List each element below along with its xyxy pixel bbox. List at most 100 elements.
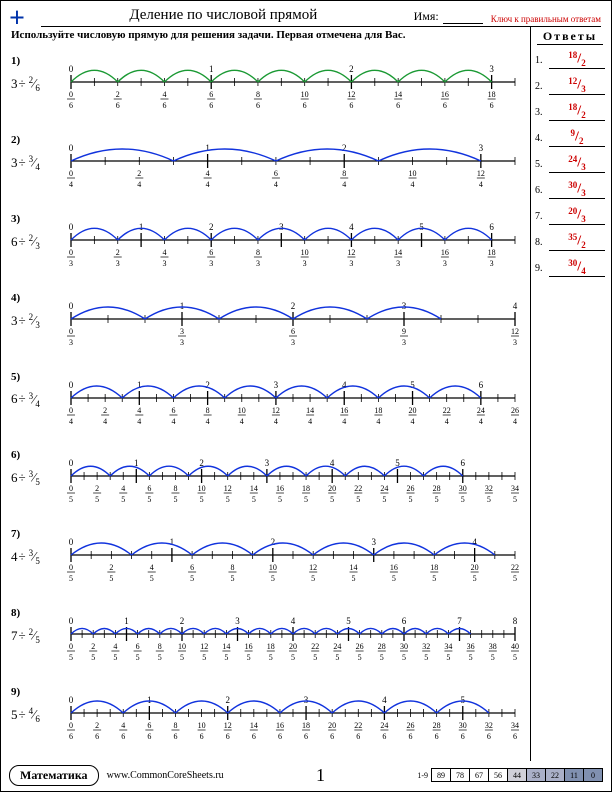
svg-text:22: 22	[311, 642, 319, 651]
svg-text:6: 6	[489, 222, 494, 232]
svg-text:4: 4	[113, 642, 117, 651]
svg-text:3: 3	[265, 458, 270, 468]
problem: 4) 3÷2⁄3 0031332633934123	[11, 284, 527, 363]
score-cell: 22	[545, 768, 565, 782]
svg-text:6: 6	[147, 732, 151, 741]
svg-text:4: 4	[342, 417, 346, 426]
svg-text:8: 8	[206, 406, 210, 415]
svg-text:0: 0	[69, 616, 74, 626]
svg-text:14: 14	[250, 484, 258, 493]
score-cell: 33	[526, 768, 546, 782]
svg-text:8: 8	[173, 721, 177, 730]
svg-text:2: 2	[103, 406, 107, 415]
problem: 2) 3÷3⁄4 00424144642841043124	[11, 126, 527, 205]
svg-text:16: 16	[276, 721, 284, 730]
svg-text:3: 3	[116, 259, 120, 268]
svg-text:5: 5	[358, 653, 362, 662]
fraction: 20/3	[568, 207, 585, 224]
answer-value: 12/3	[549, 77, 605, 96]
svg-text:6: 6	[116, 101, 120, 110]
answer-row: 8. 35/2	[535, 229, 605, 255]
svg-text:5: 5	[419, 222, 424, 232]
svg-text:6: 6	[69, 101, 73, 110]
svg-text:12: 12	[309, 563, 317, 572]
svg-text:5: 5	[424, 653, 428, 662]
svg-text:14: 14	[306, 406, 314, 415]
problem-number: 1)	[11, 55, 20, 67]
svg-text:20: 20	[328, 484, 336, 493]
instruction-text: Используйте числовую прямую для решения …	[11, 29, 406, 41]
svg-text:22: 22	[354, 721, 362, 730]
svg-text:5: 5	[69, 495, 73, 504]
fraction: 30/3	[568, 181, 585, 198]
svg-text:4: 4	[308, 417, 312, 426]
answer-value: 18/2	[549, 103, 605, 122]
problem-expression: 5÷4⁄6	[11, 706, 40, 724]
svg-text:5: 5	[402, 653, 406, 662]
subject-badge: Математика	[9, 765, 99, 786]
svg-text:8: 8	[256, 90, 260, 99]
svg-text:26: 26	[511, 406, 519, 415]
problem-number: 4)	[11, 292, 20, 304]
svg-text:12: 12	[347, 248, 355, 257]
answer-index: 6.	[535, 185, 549, 196]
svg-text:5: 5	[200, 495, 204, 504]
answer-index: 9.	[535, 263, 549, 274]
svg-text:5: 5	[180, 653, 184, 662]
svg-text:5: 5	[113, 653, 117, 662]
score-cell: 0	[583, 768, 603, 782]
svg-text:1: 1	[180, 301, 185, 311]
svg-text:5: 5	[513, 653, 517, 662]
svg-text:22: 22	[511, 563, 519, 572]
svg-text:20: 20	[409, 406, 417, 415]
svg-text:32: 32	[422, 642, 430, 651]
svg-text:16: 16	[441, 90, 449, 99]
svg-text:16: 16	[340, 406, 348, 415]
number-line: 0052545165852105125145316518542052252455…	[63, 607, 523, 667]
svg-text:10: 10	[301, 248, 309, 257]
svg-text:18: 18	[374, 406, 382, 415]
number-line: 00626461668610621261461663186	[63, 55, 523, 115]
svg-text:3: 3	[489, 64, 494, 74]
svg-text:6: 6	[396, 101, 400, 110]
svg-text:10: 10	[409, 169, 417, 178]
problem-expression: 6÷3⁄5	[11, 469, 40, 487]
svg-text:8: 8	[342, 169, 346, 178]
svg-text:2: 2	[116, 90, 120, 99]
fraction: 18/2	[568, 51, 585, 68]
svg-text:5: 5	[252, 495, 256, 504]
svg-text:3: 3	[402, 301, 407, 311]
svg-text:14: 14	[394, 90, 402, 99]
svg-text:4: 4	[274, 180, 278, 189]
number-line: 00424144642841043124	[63, 134, 523, 194]
answer-index: 2.	[535, 81, 549, 92]
svg-text:6: 6	[147, 484, 151, 493]
svg-text:10: 10	[198, 721, 206, 730]
svg-text:3: 3	[209, 259, 213, 268]
svg-text:2: 2	[95, 484, 99, 493]
svg-text:5: 5	[109, 574, 113, 583]
svg-text:4: 4	[137, 180, 141, 189]
problem: 8) 7÷2⁄5 0052545165852105125145316518542…	[11, 599, 527, 678]
svg-text:16: 16	[390, 563, 398, 572]
svg-text:6: 6	[349, 101, 353, 110]
svg-text:5: 5	[121, 495, 125, 504]
svg-text:5: 5	[335, 653, 339, 662]
svg-text:2: 2	[291, 301, 296, 311]
svg-text:8: 8	[256, 248, 260, 257]
svg-text:6: 6	[487, 732, 491, 741]
svg-text:6: 6	[291, 327, 295, 336]
svg-text:12: 12	[347, 90, 355, 99]
answer-row: 7. 20/3	[535, 203, 605, 229]
svg-text:20: 20	[328, 721, 336, 730]
svg-text:14: 14	[350, 563, 358, 572]
svg-text:5: 5	[446, 653, 450, 662]
svg-text:6: 6	[461, 732, 465, 741]
svg-text:22: 22	[443, 406, 451, 415]
svg-text:6: 6	[256, 101, 260, 110]
fraction: 24/3	[568, 155, 585, 172]
problem-number: 5)	[11, 371, 20, 383]
answer-value: 9/2	[549, 129, 605, 148]
svg-text:4: 4	[513, 417, 517, 426]
svg-text:14: 14	[394, 248, 402, 257]
